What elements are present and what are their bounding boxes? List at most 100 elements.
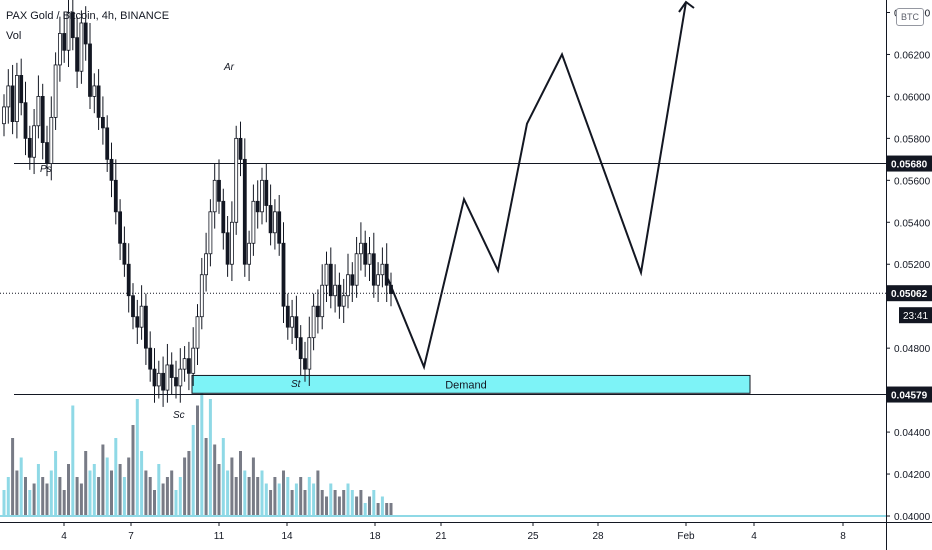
candle-body (363, 242, 368, 265)
volume-bar (153, 490, 156, 516)
price-tick-label: 0.05200 (894, 260, 931, 271)
volume-bar (239, 451, 242, 516)
price-tag-label: 0.05680 (891, 160, 928, 171)
candle-body (234, 137, 239, 223)
volume-bar (213, 444, 217, 516)
candle-body (66, 12, 71, 51)
volume-bar (2, 490, 6, 516)
candle-body (242, 158, 247, 265)
time-axis-background (0, 522, 886, 550)
volume-bar (243, 470, 247, 516)
price-tick-label: 0.06200 (894, 50, 931, 61)
price-tag-box (887, 386, 932, 403)
candle-body (277, 211, 282, 244)
volume-bar (58, 477, 62, 516)
candle-body (255, 200, 260, 213)
candle-body (281, 242, 286, 307)
candle-body (45, 142, 49, 164)
time-tick-label: 8 (840, 531, 846, 542)
candle-body (156, 372, 161, 387)
volume-bar (75, 477, 79, 516)
candlesticks (2, 0, 393, 407)
candle-body (113, 179, 118, 213)
volume-bar (144, 470, 148, 516)
volume-bar (337, 496, 341, 516)
volume-bar (49, 470, 53, 516)
volume-bar (269, 490, 273, 516)
volume-bar (127, 457, 131, 516)
candle-body (10, 85, 15, 122)
volume-bar (294, 483, 298, 516)
volume-bar (208, 399, 212, 516)
candle-body (83, 22, 88, 45)
volume-bar (260, 470, 264, 516)
time-tick-label: 7 (128, 531, 134, 542)
volume-bar (41, 477, 45, 516)
volume-bar (157, 464, 161, 516)
volume-bar (372, 490, 376, 516)
volume-bar (264, 483, 268, 516)
candle-body (285, 305, 290, 328)
volume-bar (131, 425, 135, 516)
candle-body (23, 102, 28, 139)
volume-bar (355, 496, 359, 516)
volume-bar (165, 477, 169, 516)
candle-body (135, 316, 140, 328)
candle-body (70, 12, 75, 39)
candle-body (79, 22, 84, 72)
candle-body (315, 305, 320, 318)
time-tick-label: Feb (677, 531, 695, 542)
volume-bar (67, 464, 70, 516)
currency-badge[interactable]: BTC (896, 8, 924, 26)
candle-body (290, 316, 295, 328)
candle-body (238, 137, 243, 160)
volume-bar (174, 490, 178, 516)
volume-bar (79, 483, 83, 516)
candle-body (75, 37, 79, 72)
candle-body (384, 263, 389, 286)
volume-bar (92, 464, 96, 516)
candle-body (380, 263, 385, 276)
annotations: Ps Ar Sc St (40, 62, 302, 421)
volume-bar (363, 503, 367, 516)
candle-body (324, 263, 329, 286)
volume-bar (71, 405, 75, 516)
volume-bar (226, 470, 230, 516)
annotation-st: St (291, 379, 302, 390)
candle-body (118, 211, 122, 244)
volume-bar (110, 470, 113, 516)
price-axis-background (886, 0, 932, 550)
price-tick-label: 0.04000 (894, 512, 931, 523)
annotation-ar: Ar (223, 62, 235, 73)
candle-body (376, 274, 381, 286)
volume-bar (28, 490, 32, 516)
candle-body (371, 253, 376, 286)
volume-bar (105, 457, 109, 516)
candle-body (92, 85, 97, 97)
candle-body (53, 64, 58, 118)
volume-bar (6, 477, 10, 516)
candle-body (32, 125, 36, 158)
volume-bar (286, 477, 290, 516)
candle-body (178, 368, 183, 387)
candle-body (36, 96, 41, 127)
candle-body (268, 205, 273, 234)
candle-body (101, 116, 105, 129)
candle-body (311, 305, 316, 339)
volume-bar (11, 438, 15, 516)
volume-bar (247, 477, 251, 516)
candle-body (204, 253, 209, 276)
volume-bar (359, 490, 363, 516)
candle-body (264, 179, 269, 206)
price-tag-box (887, 285, 932, 302)
volume-bar (204, 438, 208, 516)
volume-bar (187, 451, 191, 516)
candle-body (328, 263, 333, 297)
time-tick-label: 11 (214, 531, 225, 542)
demand-zone-group: Demand (191, 374, 751, 394)
candle-body (49, 116, 54, 164)
volume-bar (325, 496, 328, 516)
candle-body (169, 364, 174, 378)
candle-body (131, 295, 135, 318)
